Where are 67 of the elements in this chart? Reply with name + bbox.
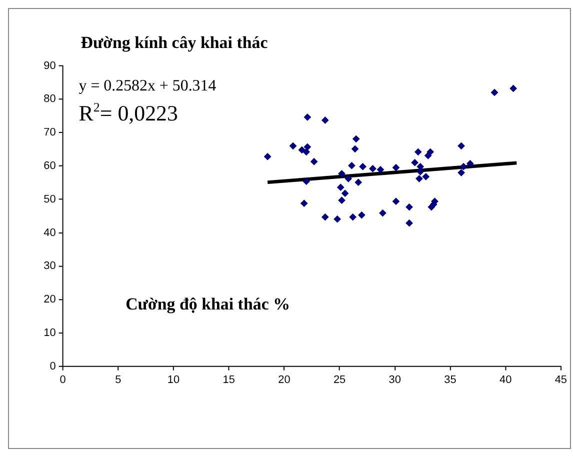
- point: [290, 142, 297, 150]
- y-tick-label: 10: [44, 326, 56, 339]
- point: [302, 148, 310, 156]
- point: [337, 184, 344, 191]
- x-tick-label: 30: [388, 374, 401, 386]
- point: [338, 196, 346, 204]
- point: [411, 159, 418, 166]
- x-tick-label: 45: [554, 374, 568, 386]
- point: [352, 145, 359, 152]
- point: [338, 170, 346, 178]
- point: [349, 214, 356, 221]
- y-tick-label: 60: [44, 160, 56, 172]
- point: [348, 162, 356, 170]
- point: [352, 135, 360, 142]
- point: [379, 210, 386, 217]
- point: [342, 190, 349, 197]
- chart-title: Đường kính cây khai thác: [80, 32, 268, 52]
- y-tick-label: 50: [44, 193, 56, 206]
- point: [416, 163, 424, 170]
- x-tick-label: 5: [115, 374, 122, 386]
- point: [416, 175, 423, 182]
- point: [406, 204, 413, 211]
- point: [302, 178, 310, 185]
- x-tick-label: 0: [60, 374, 66, 386]
- point: [422, 173, 430, 180]
- point: [264, 153, 272, 160]
- x-tick-label: 15: [222, 374, 235, 386]
- point: [344, 175, 352, 182]
- point: [392, 198, 400, 205]
- point: [334, 216, 341, 223]
- point: [414, 148, 422, 156]
- x-tick-label: 25: [333, 374, 346, 386]
- point: [510, 84, 517, 92]
- point: [359, 163, 366, 170]
- x-tick-label: 35: [444, 374, 456, 386]
- point: [426, 148, 434, 156]
- point: [416, 168, 424, 176]
- point: [310, 158, 318, 166]
- x-axis-title: Cường độ khai thác %: [126, 294, 290, 314]
- annotation: y = 0.2582x + 50.314: [78, 78, 216, 95]
- point: [298, 146, 306, 154]
- point: [369, 165, 376, 172]
- x-tick-label: 20: [278, 374, 290, 386]
- y-tick-label: 90: [44, 60, 56, 72]
- point: [406, 220, 413, 227]
- point: [458, 169, 465, 176]
- point: [300, 200, 308, 207]
- y-tick-label: 30: [44, 260, 56, 272]
- point: [466, 160, 474, 168]
- y-tick-label: 80: [44, 93, 56, 106]
- point: [354, 178, 362, 186]
- point: [304, 114, 311, 121]
- point: [322, 116, 329, 124]
- y-tick-label: 70: [44, 126, 56, 139]
- x-tick-label: 10: [167, 374, 180, 386]
- y-tick-label: 40: [44, 226, 56, 239]
- point: [460, 163, 467, 170]
- point: [458, 142, 465, 150]
- point: [322, 214, 329, 221]
- point: [392, 164, 400, 172]
- x-tick-label: 40: [499, 374, 512, 386]
- point: [491, 88, 498, 96]
- point: [304, 143, 311, 150]
- y-tick-label: 20: [44, 294, 56, 306]
- point: [358, 212, 366, 219]
- point: [377, 166, 384, 174]
- y-tick-label: 0: [50, 360, 56, 372]
